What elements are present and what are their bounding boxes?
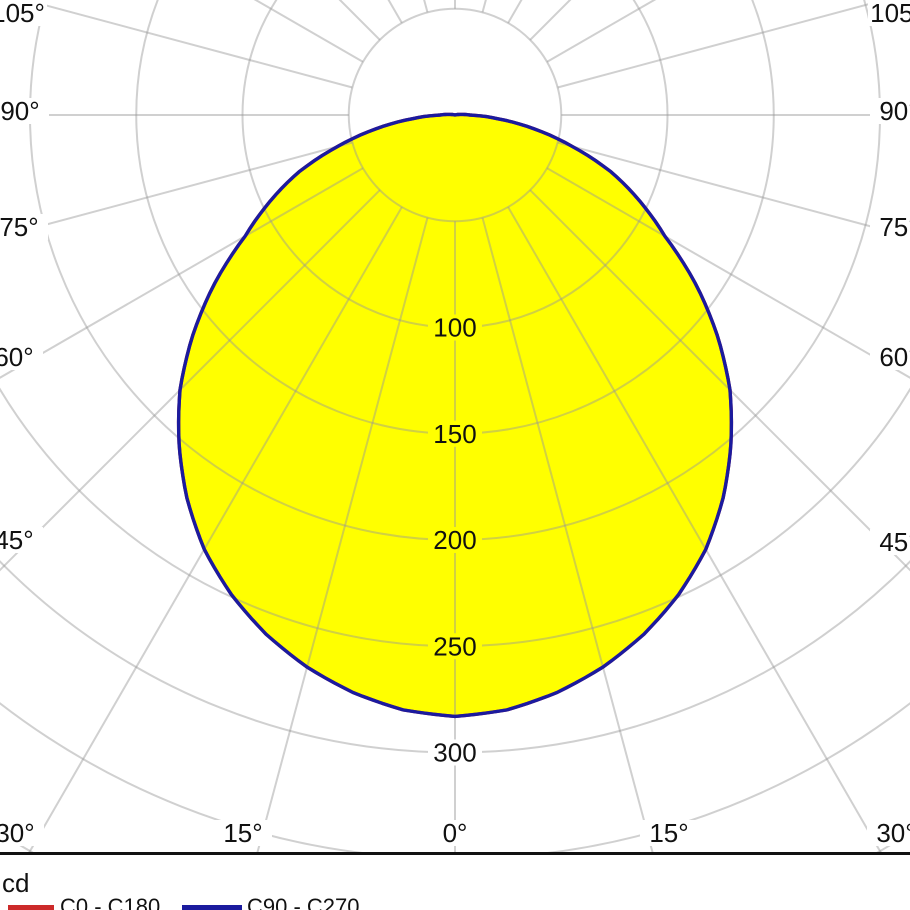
curve-c90-c270 xyxy=(176,112,734,719)
grid-spoke xyxy=(0,141,353,238)
grid-spoke xyxy=(253,0,364,63)
grid-spoke xyxy=(338,0,381,41)
angle-label: 45° xyxy=(879,527,910,557)
grid-spoke xyxy=(557,141,910,238)
grid-spoke xyxy=(387,0,403,24)
angle-label: 15° xyxy=(649,818,688,848)
angle-label: 0° xyxy=(443,818,468,848)
angle-label: 15° xyxy=(223,818,262,848)
grid-spoke xyxy=(529,0,572,41)
grid-spoke xyxy=(481,217,654,853)
grid-ring xyxy=(347,7,563,223)
legend-swatch xyxy=(8,905,54,910)
angle-label: 60° xyxy=(879,342,910,372)
angle-label: 105° xyxy=(0,0,45,28)
angle-label: 75° xyxy=(879,212,910,242)
legend-swatch xyxy=(182,905,242,910)
grid-spoke xyxy=(546,167,910,379)
legend-label-c90-c270: C90 - C270 xyxy=(247,894,360,910)
angle-label: 90° xyxy=(0,96,39,126)
intensity-curve-fill xyxy=(178,114,732,717)
grid-spoke xyxy=(507,0,523,24)
angle-labels: 105° 90° 75° 60° 45° 30° 15° 0° 15° 30° 45° 60° 75° 9… xyxy=(0,0,910,848)
grid-spoke xyxy=(557,0,889,89)
angle-label: 60° xyxy=(0,342,34,372)
angle-label: 45° xyxy=(0,525,34,555)
ring-label: 250 xyxy=(433,631,476,661)
angle-label: 75° xyxy=(0,212,39,242)
grid-spoke xyxy=(507,206,883,853)
grid-spoke xyxy=(0,189,381,572)
grid-spoke xyxy=(256,217,429,853)
chart-bottom-border xyxy=(0,852,910,855)
unit-label: cd xyxy=(2,868,30,898)
grid-spoke xyxy=(423,0,429,13)
ring-label: 200 xyxy=(433,525,476,555)
ring-label: 100 xyxy=(433,313,476,343)
grid-spoke xyxy=(27,206,403,853)
grid-spoke xyxy=(546,0,657,63)
ring-label: 150 xyxy=(433,419,476,449)
grid-spoke xyxy=(0,167,364,379)
chart-area: 100150200250300105°90°75°60°45°30°15°0°1… xyxy=(0,0,910,853)
ring-label: 300 xyxy=(433,738,476,768)
grid-spoke xyxy=(21,0,353,89)
angle-label: 30° xyxy=(0,818,35,848)
legend-label-c0-c180: C0 - C180 xyxy=(60,894,161,910)
polar-plot: 100150200250300105°90°75°60°45°30°15°0°1… xyxy=(0,0,910,853)
grid-spoke xyxy=(481,0,487,13)
angle-label: 30° xyxy=(876,818,910,848)
ring-labels: 100 150 200 250 300 xyxy=(428,313,482,768)
angle-label: 105° xyxy=(870,0,910,28)
grid-spoke xyxy=(529,189,910,572)
angle-label: 90° xyxy=(879,96,910,126)
